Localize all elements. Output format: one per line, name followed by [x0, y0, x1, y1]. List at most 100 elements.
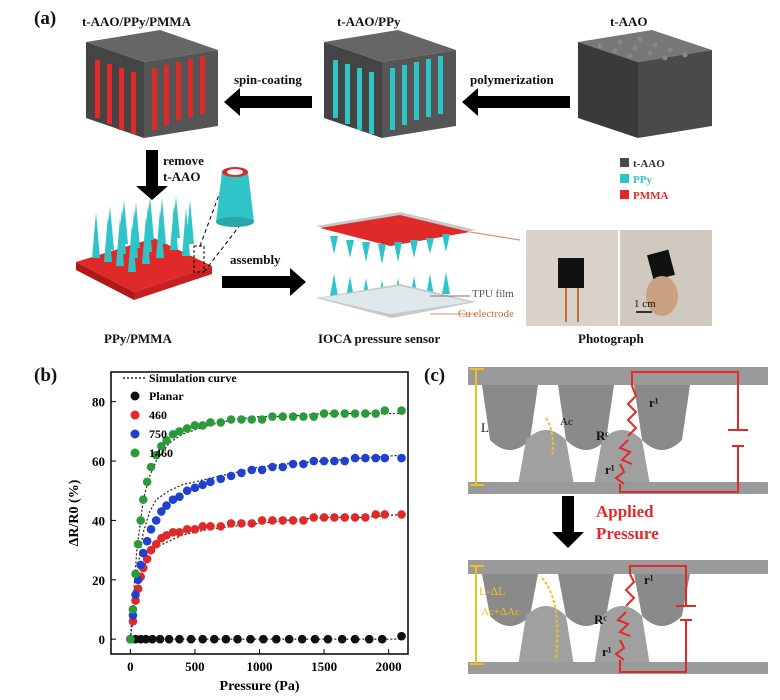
- data-point: [371, 453, 381, 463]
- top-Rc: Rᶜ: [596, 428, 609, 443]
- block-final: [86, 30, 218, 138]
- data-point: [340, 409, 350, 418]
- block-mid: [324, 30, 456, 138]
- data-point: [141, 634, 151, 644]
- legend-swatch: [620, 158, 629, 167]
- title-start: t-AAO: [610, 14, 648, 29]
- top-r1: r¹: [649, 395, 659, 410]
- data-point: [377, 634, 387, 644]
- data-point: [288, 459, 298, 469]
- legend-label: Planar: [149, 389, 184, 403]
- arrow-remove: [136, 150, 168, 200]
- data-point: [310, 634, 320, 644]
- photo-area: [526, 230, 712, 326]
- data-point: [278, 412, 288, 421]
- data-point: [380, 406, 390, 415]
- data-point: [361, 453, 370, 463]
- data-point: [146, 462, 156, 472]
- legend-marker: [130, 429, 140, 439]
- data-point: [131, 596, 140, 605]
- pillar-array: [76, 196, 212, 300]
- data-point: [216, 522, 226, 531]
- top-L: L: [481, 420, 489, 435]
- data-point: [247, 415, 257, 424]
- data-point: [175, 527, 184, 537]
- data-point: [268, 462, 277, 472]
- data-point: [257, 516, 267, 525]
- data-point: [164, 634, 174, 644]
- data-point: [206, 522, 215, 531]
- data-point: [128, 617, 138, 626]
- title-final: t-AAO/PPy/PMMA: [82, 14, 192, 29]
- data-point: [288, 412, 298, 421]
- data-point: [190, 483, 200, 493]
- y-tick-label: 0: [99, 632, 106, 647]
- data-point: [175, 427, 184, 436]
- data-point: [198, 522, 207, 531]
- data-point: [257, 415, 267, 424]
- x-tick-label: 0: [127, 659, 134, 674]
- data-point: [182, 525, 192, 534]
- bottom-Rc: Rᶜ: [594, 612, 607, 627]
- data-point: [151, 516, 161, 525]
- x-tick-label: 1000: [247, 659, 273, 674]
- data-point: [142, 477, 152, 487]
- data-point: [182, 486, 192, 496]
- data-point: [175, 492, 184, 501]
- contact-bottom: [468, 560, 768, 674]
- y-tick-label: 80: [92, 395, 105, 410]
- data-point: [226, 415, 236, 424]
- data-point: [151, 539, 161, 549]
- data-point: [247, 519, 257, 528]
- data-point: [157, 507, 166, 516]
- data-point: [226, 471, 236, 481]
- y-tick-label: 20: [92, 573, 105, 588]
- data-point: [319, 456, 329, 466]
- data-point: [190, 421, 200, 430]
- data-point: [128, 605, 138, 614]
- data-point: [361, 513, 370, 522]
- arrow-assembly: [222, 268, 306, 296]
- legend-item-ppy: PPy: [620, 172, 668, 188]
- data-point: [138, 495, 148, 504]
- top-Ac: Ac: [560, 416, 573, 428]
- data-point: [340, 513, 350, 522]
- data-point: [397, 453, 406, 463]
- data-point: [278, 516, 288, 525]
- arrow-applied: [552, 496, 584, 548]
- data-point: [155, 634, 165, 644]
- data-point: [380, 510, 390, 519]
- data-point: [206, 477, 215, 487]
- data-point: [361, 409, 370, 418]
- data-point: [138, 548, 148, 558]
- legend-swatch: [620, 190, 629, 199]
- data-point: [350, 634, 360, 644]
- data-point: [237, 519, 246, 528]
- data-point: [148, 634, 157, 644]
- legend-sim-label: Simulation curve: [149, 371, 237, 385]
- contact-top: [468, 367, 768, 494]
- data-point: [350, 409, 360, 418]
- data-point: [247, 465, 257, 475]
- data-point: [330, 513, 339, 522]
- y-tick-label: 40: [92, 513, 105, 528]
- data-point: [168, 527, 178, 537]
- legend-marker: [130, 391, 140, 401]
- data-point: [221, 634, 231, 644]
- data-point: [350, 513, 360, 522]
- data-point: [288, 516, 298, 525]
- data-point: [284, 634, 294, 644]
- data-point: [397, 510, 406, 519]
- data-point: [371, 409, 381, 418]
- data-point: [350, 453, 360, 463]
- data-point: [198, 480, 207, 490]
- data-point: [168, 495, 178, 504]
- data-point: [146, 525, 156, 534]
- data-point: [162, 530, 171, 540]
- x-tick-label: 1500: [311, 659, 337, 674]
- legend-label: 750: [149, 427, 167, 441]
- data-point: [380, 453, 390, 463]
- data-point: [126, 634, 135, 644]
